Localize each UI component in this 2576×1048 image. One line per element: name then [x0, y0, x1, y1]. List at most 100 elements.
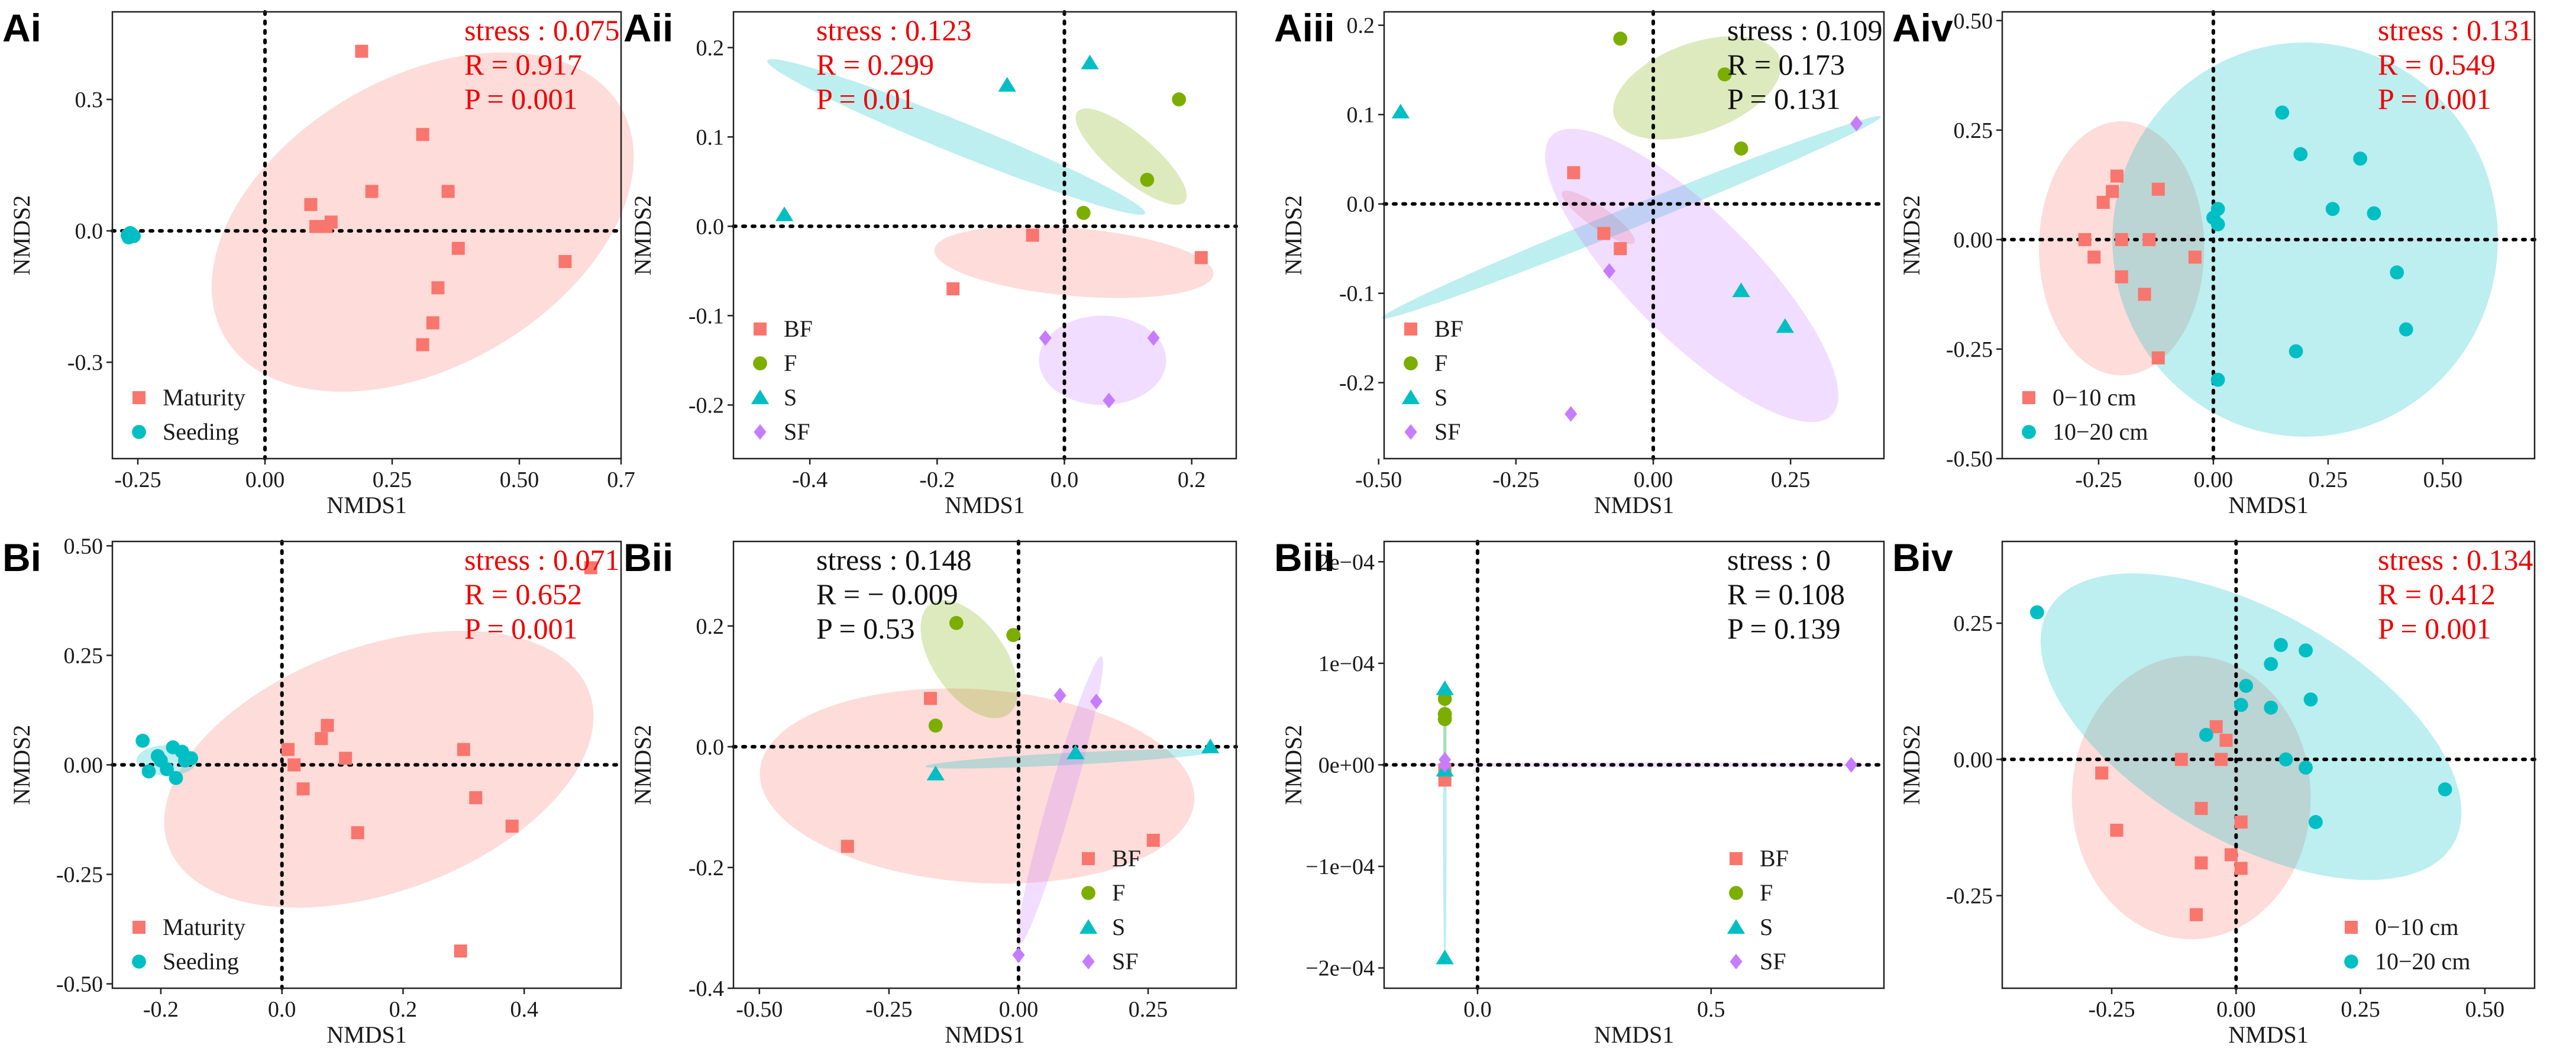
data-point: [2151, 351, 2165, 365]
y-axis-title: NMDS2: [8, 725, 35, 805]
stat-line: R = 0.299: [816, 48, 934, 81]
legend-label: 10−20 cm: [2053, 418, 2148, 445]
x-axis-title: NMDS1: [945, 492, 1025, 518]
data-point: [441, 185, 455, 198]
data-point: [2087, 250, 2101, 264]
x-axis-title: NMDS1: [2228, 492, 2309, 518]
plot-area: [112, 12, 621, 459]
y-tick-label: 0.00: [1954, 228, 1993, 253]
data-point: [2210, 372, 2225, 387]
series-sf: [1439, 752, 1858, 773]
stat-line: P = 0.001: [2378, 82, 2491, 115]
x-tick-label: -0.25: [865, 997, 912, 1022]
x-tick-label: 0.2: [389, 997, 418, 1022]
series-maturity: [281, 561, 597, 958]
legend: BF FS SF: [751, 315, 813, 445]
data-point: [505, 820, 519, 833]
stat-line: P = 0.53: [816, 612, 915, 645]
data-point: [1717, 67, 1732, 82]
data-point: [416, 128, 429, 141]
data-point: [1103, 392, 1116, 409]
data-point: [304, 198, 318, 211]
ellipse-s: [767, 59, 1145, 215]
y-tick-label: 0.50: [1954, 9, 1993, 34]
data-point: [1613, 31, 1628, 46]
legend-swatch: [132, 391, 146, 404]
legend-label: 0−10 cm: [2053, 384, 2136, 411]
x-axis-title: NMDS1: [327, 492, 407, 518]
data-point: [296, 782, 310, 796]
data-point: [1140, 173, 1155, 187]
data-point: [2275, 105, 2290, 120]
data-point: [457, 743, 470, 756]
x-tick-label: 0.2: [1178, 467, 1206, 492]
plot-area: [2002, 541, 2535, 988]
legend-label: SF: [784, 418, 810, 445]
panel-label: Aiii: [1274, 6, 1335, 50]
x-tick-label: 0.0: [1463, 997, 1492, 1022]
legend-swatch: [754, 424, 767, 440]
x-tick-label: -0.4: [792, 467, 828, 492]
stat-line: stress : 0.134: [2378, 543, 2533, 576]
stat-line: R = 0.108: [1727, 578, 1845, 611]
plot-frame: [732, 540, 1237, 989]
legend-label: F: [1112, 879, 1125, 906]
stat-line: P = 0.001: [464, 612, 578, 645]
panel-ai: -0.25 0.00 0.25 0.50 0.7 -0.3 0.0 0.3 NMDS1 NMDS2…: [2, 6, 635, 518]
y-tick-label: 0.2: [696, 614, 725, 639]
legend-label: SF: [1434, 418, 1461, 445]
legend: BF FS SF: [1727, 845, 1789, 975]
legend-label: SF: [1112, 948, 1139, 975]
data-point: [2110, 169, 2123, 183]
y-tick-label: -0.25: [56, 863, 103, 888]
panel-label: Aiv: [1892, 6, 1953, 50]
stat-line: stress : 0.123: [816, 14, 972, 47]
y-tick-label: -0.25: [1946, 883, 1993, 908]
series-seeding: [120, 225, 141, 245]
data-point: [319, 220, 333, 233]
data-point: [1146, 834, 1160, 847]
series-f: [1076, 92, 1187, 220]
x-tick-label: 0.50: [500, 467, 539, 492]
series-s: [1391, 104, 1794, 333]
data-point: [2274, 638, 2288, 652]
data-point: [1614, 242, 1627, 256]
x-tick-label: 0.25: [1129, 997, 1168, 1022]
data-point: [281, 743, 295, 756]
panel-label: Biv: [1892, 536, 1953, 579]
legend-swatch: [132, 955, 146, 969]
data-point: [141, 764, 156, 779]
x-tick-label: -0.25: [2075, 467, 2122, 492]
legend-swatch: [1727, 919, 1746, 934]
legend: BF FS SF: [1079, 845, 1141, 975]
y-axis-title: NMDS2: [629, 725, 656, 805]
stat-line: stress : 0.075: [464, 14, 620, 47]
data-point: [123, 225, 137, 240]
data-point: [2199, 727, 2213, 742]
y-axis-title: NMDS2: [1280, 725, 1307, 805]
data-point: [1567, 166, 1580, 179]
ellipse-0-10-cm: [2071, 656, 2311, 940]
y-tick-label: 0.2: [1347, 14, 1375, 38]
data-point: [2264, 700, 2278, 715]
data-point: [2224, 848, 2238, 862]
y-tick-label: -0.1: [689, 304, 724, 328]
data-point: [2188, 250, 2202, 264]
series-0-10-cm: [2095, 720, 2248, 921]
y-axis-title: NMDS2: [8, 195, 35, 276]
y-tick-label: 0.00: [64, 753, 104, 778]
y-axis-title: NMDS2: [1898, 725, 1925, 805]
plot-area: [1384, 12, 1884, 459]
data-point: [928, 718, 943, 733]
legend-swatch: [753, 356, 767, 370]
series-f: [928, 615, 1021, 733]
series-bf: [1567, 166, 1627, 256]
y-tick-label: 0.0: [696, 214, 725, 239]
data-point: [998, 77, 1016, 92]
x-tick-label: 0.00: [999, 997, 1039, 1022]
data-point: [2210, 217, 2225, 231]
x-tick-label: 0.50: [2423, 467, 2463, 492]
data-point: [287, 758, 301, 772]
data-point: [2174, 753, 2188, 766]
